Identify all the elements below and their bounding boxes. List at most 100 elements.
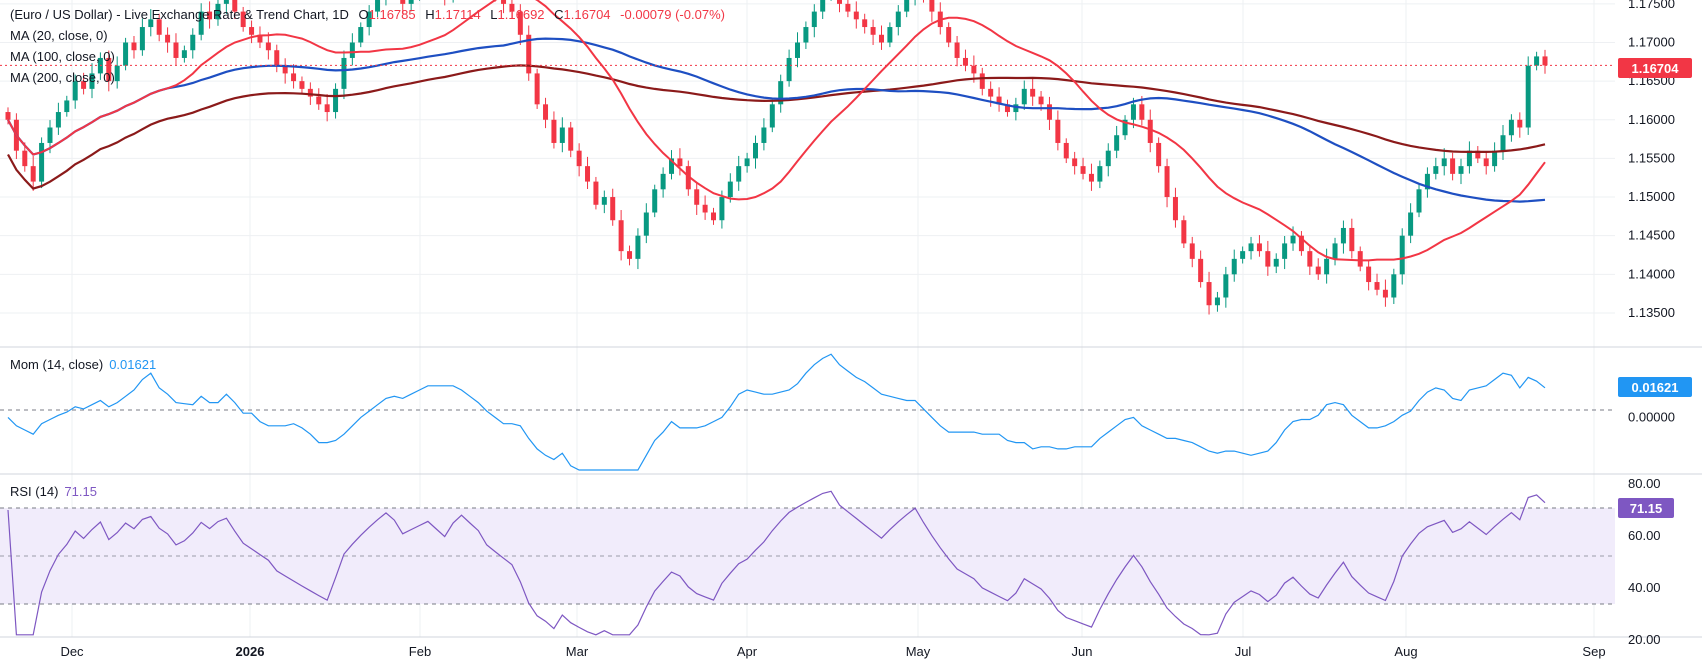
candle-body xyxy=(1458,166,1464,174)
candle-body xyxy=(694,189,700,205)
price-axis[interactable]: 1.175001.170001.165001.160001.155001.150… xyxy=(1628,0,1675,647)
candle-body xyxy=(643,212,649,236)
change-value: -0.00079 (-0.07%) xyxy=(620,7,725,22)
time-tick-label: Jun xyxy=(1072,644,1093,659)
price-pane xyxy=(0,0,1615,315)
candle-body xyxy=(299,81,305,89)
candle-body xyxy=(1105,150,1111,167)
candle-body xyxy=(1349,227,1355,252)
candle-body xyxy=(366,11,372,28)
candle-body xyxy=(803,27,809,43)
low-label: L xyxy=(490,7,498,22)
candle-body xyxy=(1517,119,1523,128)
ma100-legend[interactable]: MA (100, close, 0) xyxy=(10,49,115,64)
candle-body xyxy=(1097,166,1103,182)
candle-body xyxy=(190,34,196,51)
candle-body xyxy=(181,50,187,58)
rsi-value-tag: 71.15 xyxy=(1618,498,1674,518)
candle-body xyxy=(316,96,322,105)
candle-body xyxy=(1374,282,1380,290)
ma200-legend[interactable]: MA (200, close, 0) xyxy=(10,70,115,85)
momentum-pane xyxy=(0,353,1615,471)
time-tick-label: Sep xyxy=(1582,644,1605,659)
candle-body xyxy=(660,173,666,190)
price-tick-label: 1.17500 xyxy=(1628,0,1675,11)
candle-body xyxy=(1055,119,1061,143)
candle-body xyxy=(375,0,381,12)
symbol-title[interactable]: (Euro / US Dollar) - Live Exchange Rate … xyxy=(10,7,349,22)
candle-body xyxy=(72,81,78,101)
time-tick-label: Feb xyxy=(409,644,431,659)
rsi-pane xyxy=(0,490,1615,636)
candle-body xyxy=(1282,243,1288,259)
candle-body xyxy=(929,0,935,12)
candle-body xyxy=(761,127,767,143)
candle-body xyxy=(904,0,910,12)
candle-body xyxy=(979,73,985,89)
candle-body xyxy=(1483,158,1489,167)
candle-body xyxy=(291,73,297,82)
candle-body xyxy=(1189,243,1195,259)
ma20-legend[interactable]: MA (20, close, 0) xyxy=(10,28,108,43)
candle-body xyxy=(232,0,238,12)
candle-body xyxy=(736,166,742,182)
candle-body xyxy=(1273,258,1279,267)
candle-body xyxy=(568,127,574,151)
rsi-tick-label: 80.00 xyxy=(1628,476,1661,491)
candle-body xyxy=(240,11,246,28)
candle-body xyxy=(1315,266,1321,275)
candle-body xyxy=(89,73,95,89)
price-tick-label: 1.16000 xyxy=(1628,112,1675,127)
open-label: O xyxy=(358,7,369,22)
candle-body xyxy=(769,104,775,128)
momentum-legend[interactable]: Mom (14, close) 0.01621 xyxy=(10,357,156,372)
candle-body xyxy=(1399,235,1405,275)
candle-body xyxy=(543,104,549,120)
candle-body xyxy=(719,197,725,221)
candle-body xyxy=(30,166,36,182)
legend-title-row: (Euro / US Dollar) - Live Exchange Rate … xyxy=(10,4,725,25)
ma200-line xyxy=(7,64,1546,190)
last-price-tag: 1.16704 xyxy=(1618,58,1692,78)
candle-body xyxy=(1542,56,1548,66)
candle-body xyxy=(1206,282,1212,306)
time-tick-label: Mar xyxy=(566,644,589,659)
candle-body xyxy=(257,34,263,43)
candle-body xyxy=(711,212,717,221)
candle-body xyxy=(501,0,507,4)
candle-body xyxy=(1114,135,1120,151)
candle-body xyxy=(1265,251,1271,267)
candle-body xyxy=(1164,166,1170,198)
candle-body xyxy=(509,3,515,12)
rsi-legend[interactable]: RSI (14) 71.15 xyxy=(10,484,97,499)
candle-body xyxy=(559,127,565,143)
candle-body xyxy=(618,220,624,252)
candle-body xyxy=(1475,150,1481,159)
last-price-label: 1.16704 xyxy=(1632,61,1680,76)
time-axis[interactable]: Dec 2026 Feb Mar Apr May Jun Jul Aug Sep xyxy=(60,644,1605,659)
candle-body xyxy=(1332,243,1338,259)
candle-body xyxy=(526,34,532,74)
candle-body xyxy=(47,127,53,143)
time-tick-label: Apr xyxy=(737,644,758,659)
candle-body xyxy=(669,158,675,174)
candle-body xyxy=(358,27,364,43)
candle-body xyxy=(996,96,1002,105)
candle-body xyxy=(55,112,61,128)
ma20-line xyxy=(7,0,1546,262)
ma100-line xyxy=(7,37,1546,203)
candle-body xyxy=(408,0,414,4)
candle-body xyxy=(1466,150,1472,167)
candle-body xyxy=(165,34,171,43)
candle-body xyxy=(702,204,708,213)
candle-body xyxy=(1004,104,1010,113)
candle-body xyxy=(1038,96,1044,105)
momentum-tick-label: 0.00000 xyxy=(1628,409,1675,424)
close-label: C xyxy=(554,7,564,22)
candle-body xyxy=(1424,173,1430,190)
candle-body xyxy=(1156,142,1162,167)
candle-body xyxy=(878,34,884,43)
candle-body xyxy=(349,42,355,58)
candle-body xyxy=(601,197,607,205)
